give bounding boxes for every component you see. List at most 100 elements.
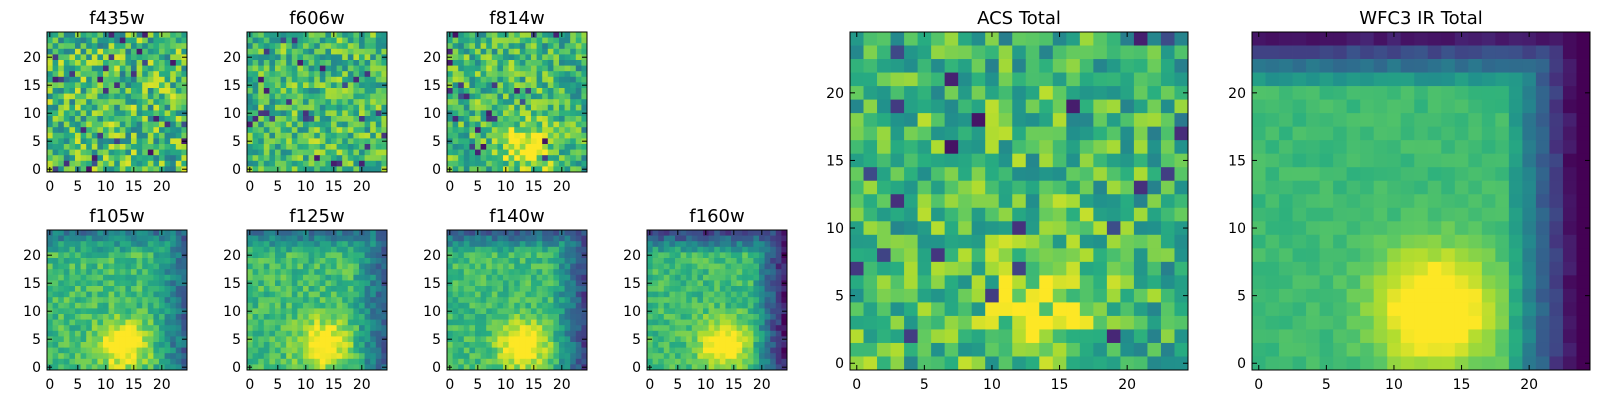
- heatmap-cell: [347, 263, 354, 270]
- heatmap-cell: [314, 127, 321, 134]
- heatmap-cell: [58, 99, 65, 106]
- heatmap-cell: [877, 86, 891, 100]
- heatmap-cell: [491, 99, 498, 106]
- heatmap-cell: [147, 252, 154, 259]
- heatmap-cell: [342, 330, 349, 337]
- heatmap-cell: [1066, 72, 1081, 87]
- heatmap-cell: [525, 342, 532, 348]
- heatmap-cell: [1025, 113, 1040, 128]
- heatmap-cell: [998, 99, 1013, 114]
- heatmap-cell: [703, 336, 709, 343]
- heatmap-cell: [553, 319, 560, 326]
- heatmap-cell: [47, 297, 53, 304]
- heatmap-cell: [314, 37, 321, 44]
- heatmap-cell: [863, 126, 878, 141]
- heatmap-cell: [491, 358, 498, 365]
- heatmap-cell: [1106, 167, 1121, 182]
- heatmap-cell: [63, 76, 70, 83]
- heatmap-cell: [291, 330, 298, 337]
- heatmap-cell: [480, 54, 487, 61]
- heatmap-cell: [136, 364, 143, 371]
- heatmap-cell: [850, 194, 864, 209]
- heatmap-cell: [1160, 86, 1175, 100]
- heatmap-cell: [325, 82, 332, 89]
- heatmap-cell: [114, 342, 121, 348]
- heatmap-cell: [514, 155, 521, 162]
- heatmap-cell: [570, 246, 577, 253]
- heatmap-cell: [1160, 126, 1175, 141]
- heatmap-cell: [525, 241, 532, 248]
- heatmap-cell: [564, 241, 571, 248]
- heatmap-cell: [486, 280, 493, 287]
- heatmap-cell: [181, 297, 188, 304]
- heatmap-cell: [147, 121, 154, 128]
- heatmap-cell: [269, 110, 276, 117]
- heatmap-cell: [75, 60, 81, 66]
- heatmap-cell: [258, 60, 265, 66]
- heatmap-cell: [136, 104, 143, 111]
- heatmap-cell: [381, 155, 388, 162]
- heatmap-cell: [458, 246, 465, 253]
- heatmap-cell: [536, 353, 543, 360]
- heatmap-cell: [985, 72, 1000, 87]
- heatmap-cell: [536, 99, 543, 106]
- heatmap-cell: [931, 153, 946, 168]
- heatmap-cell: [447, 104, 453, 111]
- heatmap-cell: [486, 127, 493, 134]
- heatmap-cell: [147, 88, 154, 94]
- heatmap-cell: [86, 286, 93, 292]
- heatmap-cell: [75, 263, 81, 270]
- heatmap-cell: [91, 76, 98, 83]
- heatmap-cell: [303, 60, 309, 66]
- heatmap-cell: [525, 32, 532, 38]
- heatmap-cell: [319, 110, 326, 117]
- heatmap-cell: [514, 60, 521, 66]
- heatmap-cell: [153, 302, 160, 309]
- heatmap-cell: [491, 104, 498, 111]
- heatmap-cell: [91, 132, 98, 139]
- heatmap-cell: [75, 104, 81, 111]
- heatmap-cell: [652, 246, 659, 253]
- heatmap-cell: [458, 241, 465, 248]
- heatmap-cell: [542, 302, 549, 309]
- heatmap-cell: [381, 347, 388, 354]
- heatmap-cell: [575, 88, 582, 94]
- heatmap-cell: [971, 45, 986, 60]
- heatmap-cell: [247, 65, 253, 72]
- heatmap-cell: [58, 336, 65, 343]
- heatmap-cell: [514, 336, 521, 343]
- heatmap-cell: [917, 221, 932, 236]
- heatmap-cell: [497, 93, 504, 100]
- heatmap-cell: [69, 48, 76, 55]
- heatmap-cell: [80, 60, 87, 66]
- heatmap-cell: [342, 246, 349, 253]
- heatmap-cell: [469, 88, 476, 94]
- heatmap-cell: [508, 286, 515, 292]
- heatmap-cell: [714, 246, 721, 253]
- heatmap-cell: [971, 32, 986, 46]
- heatmap-cell: [686, 235, 693, 242]
- heatmap-cell: [170, 110, 177, 117]
- heatmap-cell: [331, 160, 337, 167]
- heatmap-cell: [469, 230, 476, 236]
- heatmap-cell: [291, 43, 298, 50]
- heatmap-cell: [308, 32, 315, 38]
- heatmap-cell: [1120, 32, 1135, 46]
- heatmap-cell: [575, 325, 582, 332]
- heatmap-cell: [347, 241, 354, 248]
- heatmap-cell: [519, 347, 526, 354]
- heatmap-cell: [252, 297, 259, 304]
- heatmap-cell: [1012, 45, 1027, 60]
- heatmap-cell: [559, 127, 565, 134]
- heatmap-cell: [97, 330, 104, 337]
- heatmap-cell: [52, 149, 59, 156]
- heatmap-cell: [342, 32, 349, 38]
- heatmap-cell: [447, 127, 453, 134]
- heatmap-cell: [759, 235, 765, 242]
- heatmap-cell: [1133, 99, 1148, 114]
- heatmap-cell: [747, 280, 754, 287]
- heatmap-cell: [136, 160, 143, 167]
- heatmap-cell: [669, 246, 676, 253]
